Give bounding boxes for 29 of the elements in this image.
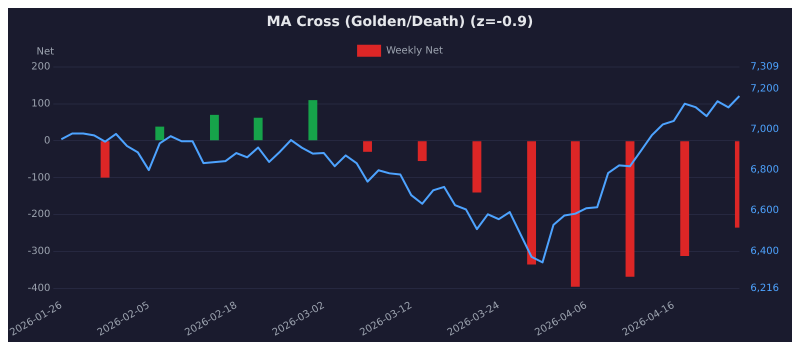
y2-tick-label: 7,200 (750, 84, 780, 95)
bar (680, 141, 690, 256)
bar (527, 141, 536, 265)
y-tick-label: -300 (28, 246, 50, 258)
y2-tick-label: 6,216 (750, 283, 780, 294)
y2-tick-label: 7,309 (750, 61, 780, 72)
y2-tick-label: 6,600 (750, 205, 780, 216)
y2-tick-label: 6,800 (750, 164, 780, 176)
bar (363, 141, 372, 152)
y-tick-label: 100 (31, 98, 50, 110)
y-tick-label: -100 (28, 172, 50, 184)
chart-title: MA Cross (Golden/Death) (z=-0.9) (266, 14, 534, 30)
bar (210, 114, 219, 140)
bar (472, 141, 482, 192)
y-tick-label: -200 (28, 209, 50, 220)
y-tick-label: 0 (44, 135, 50, 146)
y-tick-label: 200 (31, 61, 50, 72)
bar (254, 118, 263, 140)
y2-tick-label: 6,400 (750, 246, 780, 257)
bar (626, 141, 634, 277)
bar (100, 141, 110, 178)
bar (308, 100, 318, 140)
bar (155, 126, 164, 140)
y2-tick-label: 7,000 (750, 124, 780, 136)
bar (418, 141, 427, 162)
legend-label: Weekly Net (386, 45, 443, 56)
y-axis-title: Net (36, 46, 54, 58)
bar (570, 141, 580, 287)
y-tick-label: -400 (28, 283, 50, 294)
